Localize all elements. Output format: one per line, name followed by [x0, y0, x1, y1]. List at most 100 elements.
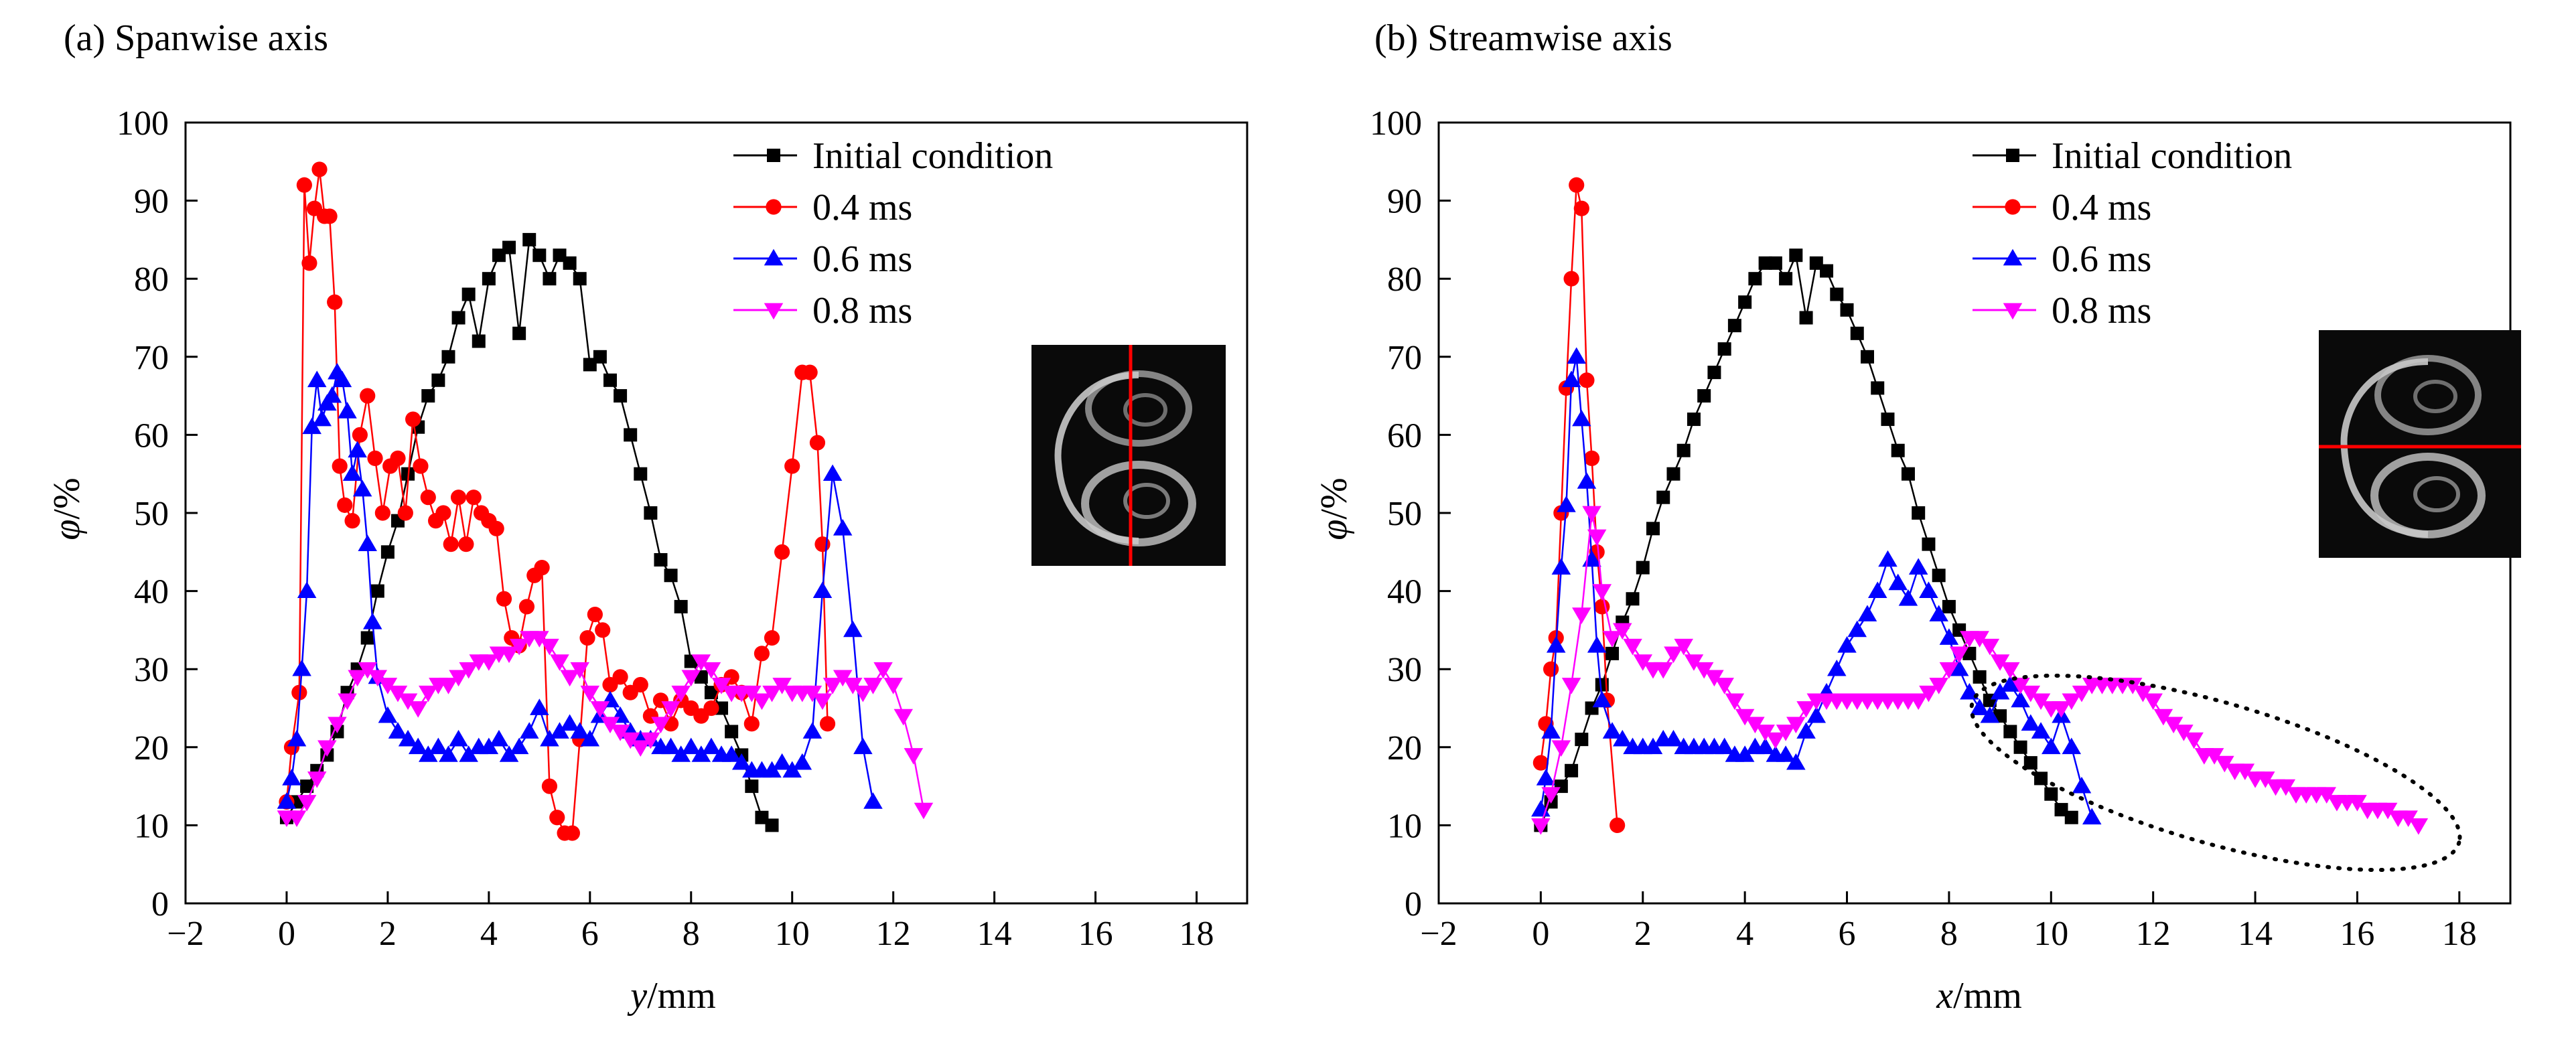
panel-b-ylabel-unit: /%: [1313, 477, 1355, 519]
panel-a-data-point: [450, 490, 467, 506]
panel-b-legend-label: 0.4 ms: [2052, 187, 2151, 228]
panel-a-data-point: [352, 479, 372, 497]
panel-b-xtick-label: 12: [2136, 915, 2171, 953]
panel-b-data-point: [1779, 272, 1793, 286]
panel-b-data-point: [2399, 810, 2418, 827]
panel-a-data-point: [540, 638, 559, 656]
panel-a-ytick-label: 40: [134, 573, 169, 611]
panel-b-data-point: [2021, 714, 2041, 731]
panel-a-ytick-label: 70: [134, 339, 169, 377]
panel-a-data-point: [388, 685, 408, 702]
panel-a-data-point: [731, 753, 752, 770]
panel-a-data-point: [721, 745, 741, 762]
panel-a-data-point: [502, 240, 516, 254]
panel-a-data-point: [301, 255, 317, 271]
panel-a-data-point: [843, 620, 863, 638]
panel-b-data-point: [1613, 729, 1632, 747]
panel-b-data-point: [1541, 722, 1561, 739]
panel-a-data-point: [762, 685, 782, 702]
panel-b-data-point: [1551, 558, 1571, 575]
panel-b-ytick-label: 30: [1387, 651, 1422, 689]
panel-a-data-point: [634, 467, 648, 481]
panel-b-data-point: [2072, 776, 2092, 794]
panel-a-data-point: [704, 686, 718, 700]
panel-b-data-point: [1557, 496, 1576, 512]
panel-b-ytick-label: 20: [1387, 729, 1422, 767]
panel-b-data-point: [1727, 319, 1741, 333]
panel-b-data-point: [1546, 636, 1566, 653]
panel-b-annotation-ellipse: [1969, 673, 2462, 873]
panel-b-data-point: [1796, 701, 1816, 718]
panel-b-data-point: [1789, 248, 1803, 263]
panel-b-xtick-label: 0: [1532, 915, 1549, 953]
panel-a: (a) Spanwise axis −2 0 2 4 6 8 10 12 14 16 1801020…: [46, 17, 1248, 1017]
panel-a-ytick-label: 0: [151, 885, 169, 923]
panel-a-data-point: [802, 722, 822, 739]
panel-a-data-point: [307, 771, 327, 788]
panel-b-legend-marker: [2003, 248, 2023, 266]
panel-a-data-point: [321, 208, 338, 224]
panel-a-data-point: [368, 670, 388, 687]
panel-b-data-point: [1563, 271, 1579, 287]
panel-b-data-point: [1758, 256, 1772, 270]
panel-a-ytick-label: 10: [134, 807, 169, 845]
panel-a-data-point: [664, 569, 678, 583]
panel-b-data-point: [2204, 748, 2224, 765]
panel-b-data-point: [1676, 443, 1691, 457]
panel-b-data-point: [2215, 755, 2234, 773]
panel-b-data-point: [1929, 678, 1948, 694]
panel-a-data-point: [358, 662, 377, 679]
panel-b-data-point: [1531, 818, 1551, 835]
panel-b-data-point: [1602, 722, 1622, 739]
panel-a-data-point: [620, 732, 640, 749]
panel-a-data-point: [691, 654, 711, 671]
panel-b-data-point: [1857, 605, 1877, 621]
panel-a-data-point: [338, 693, 357, 711]
panel-b-data-point: [1908, 693, 1928, 711]
panel-b-data-point: [1707, 366, 1721, 380]
panel-b-data-point: [2062, 693, 2082, 711]
panel-a-data-point: [431, 373, 445, 387]
panel-a-xlabel-var: y: [627, 975, 647, 1017]
panel-a-data-point: [509, 638, 529, 656]
panel-b-inset-image: [2319, 330, 2521, 558]
panel-b-data-point: [1646, 522, 1660, 536]
panel-a-data-point: [472, 334, 486, 348]
panel-a-data-point: [543, 272, 557, 286]
panel-a-data-point: [451, 311, 466, 325]
panel-a-data-point: [282, 769, 301, 786]
panel-b-legend: Initial condition 0.4 ms 0.6 ms 0.8 ms: [1973, 135, 2292, 331]
panel-b-title: (b) Streamwise axis: [1374, 17, 1672, 59]
panel-a-data-point: [550, 722, 569, 739]
panel-b-legend-marker: [2006, 149, 2019, 162]
panel-a-data-point: [549, 810, 565, 826]
panel-b-data-point: [1575, 733, 1589, 747]
panel-a-data-point: [522, 232, 536, 246]
panel-b-xlabel-unit: /mm: [1953, 975, 2022, 1017]
panel-b-data-point: [1932, 569, 1946, 583]
panel-a-data-point: [553, 248, 567, 263]
panel-a-data-point: [632, 676, 648, 693]
panel-b-data-point: [1850, 326, 1864, 340]
panel-b-data-point: [1908, 558, 1928, 575]
panel-a-data-point: [332, 370, 352, 388]
panel-a-data-point: [512, 326, 526, 340]
panel-b-inset: [2319, 330, 2521, 558]
panel-a-inset-core-lower: [1123, 483, 1170, 519]
panel-a-data-point: [600, 717, 620, 734]
panel-a-data-point: [573, 272, 587, 286]
panel-a-data-point: [458, 536, 474, 552]
panel-a-data-point: [307, 370, 327, 388]
panel-a-data-point: [782, 761, 802, 778]
panel-b-xtick-label: −2: [1420, 915, 1457, 953]
panel-a-legend-marker: [764, 303, 784, 320]
panel-a-data-point: [296, 177, 312, 193]
panel-b-data-point: [1602, 631, 1622, 648]
panel-a-data-point: [843, 678, 863, 694]
panel-a-data-point: [499, 745, 519, 762]
panel-b-data-point: [1573, 200, 1589, 216]
panel-a-ylabel-var: φ: [46, 520, 88, 540]
panel-a-data-point: [743, 716, 760, 732]
panel-a-data-point: [519, 722, 539, 739]
panel-a-data-point: [560, 670, 579, 687]
